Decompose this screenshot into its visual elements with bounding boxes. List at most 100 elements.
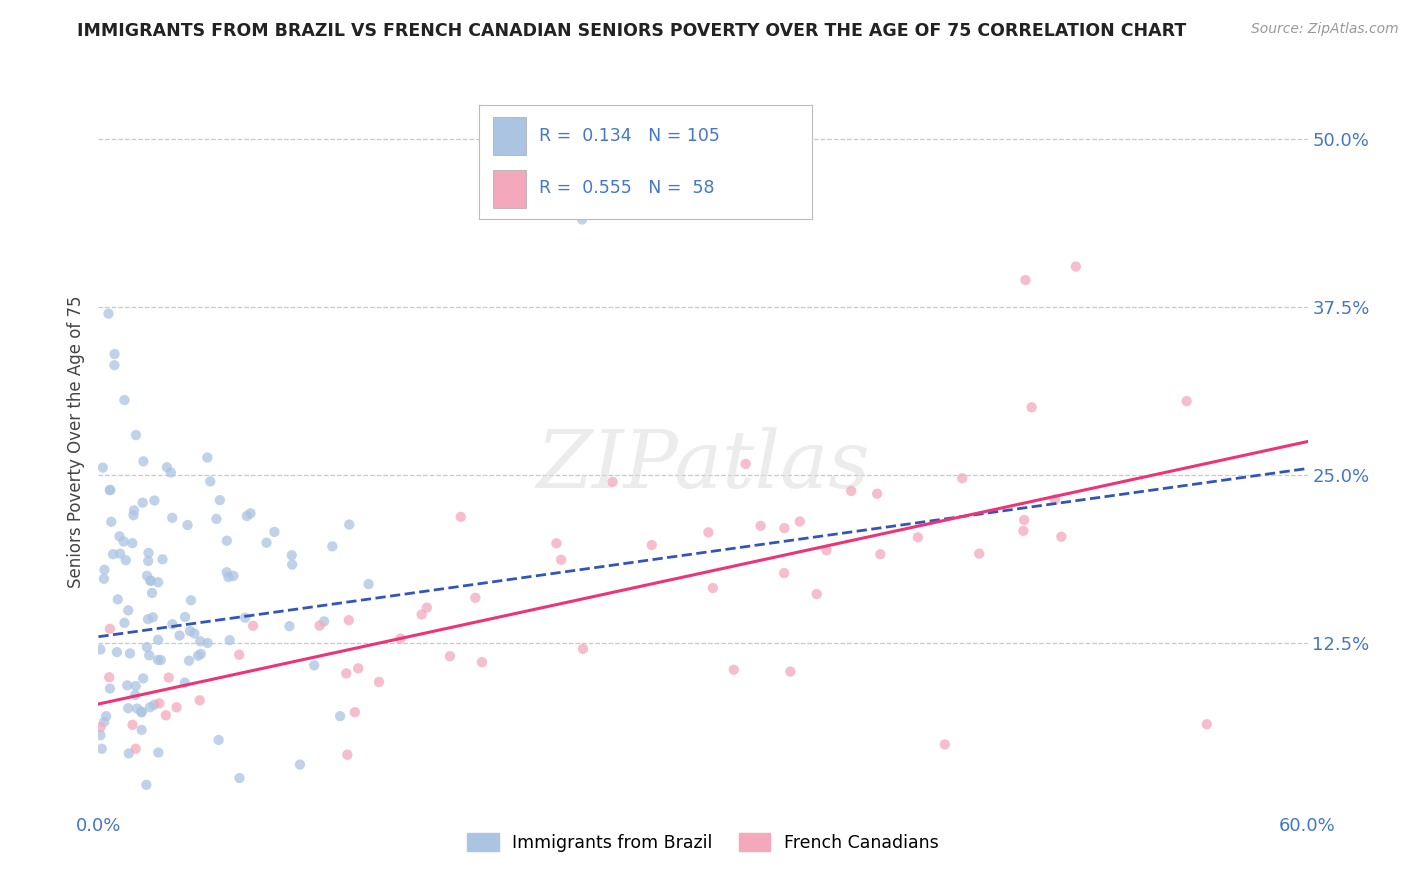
Point xyxy=(156,460,179,475)
Point xyxy=(98,483,121,497)
Point xyxy=(138,648,160,663)
Point xyxy=(357,577,380,591)
Point xyxy=(155,708,177,723)
Point xyxy=(1012,524,1035,538)
Point xyxy=(218,633,240,648)
Y-axis label: Seniors Poverty Over the Age of 75: Seniors Poverty Over the Age of 75 xyxy=(66,295,84,588)
Point xyxy=(143,698,166,712)
Point xyxy=(197,636,219,650)
Point xyxy=(697,525,720,540)
Point xyxy=(139,700,162,714)
Point xyxy=(108,529,131,543)
Point xyxy=(228,771,250,785)
Point xyxy=(136,612,159,626)
Point xyxy=(281,548,304,562)
Point xyxy=(146,632,169,647)
Point xyxy=(146,575,169,590)
Point xyxy=(136,568,159,582)
Point xyxy=(450,509,472,524)
Point xyxy=(200,475,222,489)
Point xyxy=(239,507,262,521)
Point xyxy=(89,728,111,742)
Point xyxy=(773,521,796,535)
Point xyxy=(368,675,391,690)
Point xyxy=(98,483,121,497)
Point xyxy=(281,558,304,572)
Point xyxy=(869,547,891,561)
Text: Source: ZipAtlas.com: Source: ZipAtlas.com xyxy=(1251,22,1399,37)
Point xyxy=(122,508,145,523)
Point xyxy=(103,358,125,372)
Point xyxy=(103,347,125,361)
Point xyxy=(177,654,200,668)
Point xyxy=(132,454,155,468)
Point xyxy=(233,610,256,624)
Point xyxy=(118,647,141,661)
Point xyxy=(114,392,136,407)
Point xyxy=(1012,513,1035,527)
Point xyxy=(162,617,184,632)
Point xyxy=(131,496,153,510)
Point xyxy=(789,515,811,529)
Point xyxy=(188,693,211,707)
Point xyxy=(136,554,159,568)
Point xyxy=(907,530,929,544)
Point xyxy=(89,720,111,734)
Point xyxy=(187,648,209,663)
Point xyxy=(97,307,120,321)
Point xyxy=(439,649,461,664)
Point xyxy=(464,591,486,605)
Point xyxy=(173,675,195,690)
Point xyxy=(215,533,238,548)
Point xyxy=(1195,717,1218,731)
Point xyxy=(131,723,153,737)
Point xyxy=(288,757,311,772)
Point xyxy=(571,212,593,227)
Point xyxy=(207,733,229,747)
Point xyxy=(142,610,165,624)
Point xyxy=(152,552,174,566)
Point xyxy=(866,487,889,501)
Point xyxy=(347,661,370,675)
Point xyxy=(162,511,184,525)
Point xyxy=(343,705,366,719)
Point xyxy=(117,701,139,715)
Point xyxy=(148,746,170,760)
Point xyxy=(101,547,124,561)
Point xyxy=(416,600,439,615)
Point xyxy=(169,629,191,643)
Point xyxy=(773,566,796,580)
Point xyxy=(139,574,162,588)
Point xyxy=(337,517,360,532)
Point xyxy=(98,681,121,696)
Point xyxy=(91,460,114,475)
Point xyxy=(779,665,801,679)
Point xyxy=(112,534,135,549)
Point xyxy=(312,615,335,629)
Point xyxy=(228,648,250,662)
Point xyxy=(806,587,828,601)
Point xyxy=(641,538,664,552)
Point xyxy=(256,535,278,549)
Point xyxy=(336,747,359,762)
Point xyxy=(159,466,181,480)
Point xyxy=(934,738,956,752)
Point xyxy=(98,670,121,684)
Point xyxy=(117,603,139,617)
Point xyxy=(236,508,259,523)
Point xyxy=(125,701,148,715)
Point xyxy=(308,618,330,632)
Point xyxy=(183,626,205,640)
Point xyxy=(118,747,141,761)
Point xyxy=(546,536,568,550)
Point xyxy=(222,569,245,583)
Point xyxy=(839,483,862,498)
Point xyxy=(114,553,136,567)
Point xyxy=(149,653,172,667)
Point xyxy=(125,428,148,442)
Point xyxy=(205,512,228,526)
Point xyxy=(195,450,218,465)
Point xyxy=(950,471,973,485)
Point xyxy=(138,546,160,560)
Point xyxy=(174,610,197,624)
